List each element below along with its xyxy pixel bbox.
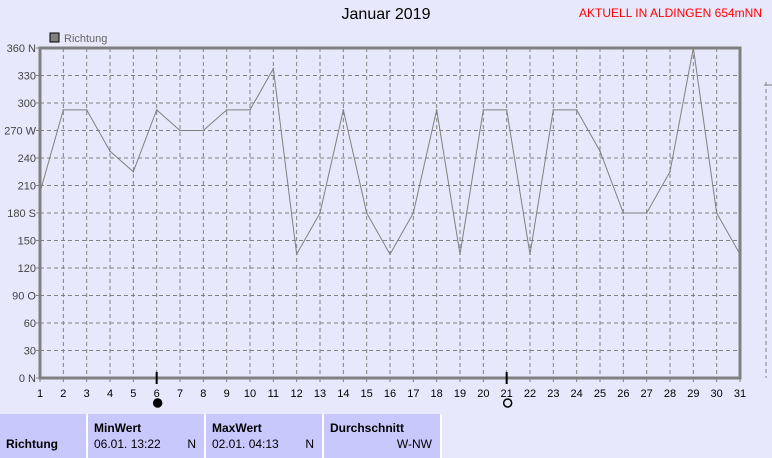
data-point	[622, 212, 625, 214]
y-tick-label: 300	[18, 98, 36, 110]
legend-label: Richtung	[64, 33, 107, 45]
min-value: N	[187, 437, 196, 451]
data-point	[505, 109, 508, 111]
y-tick-label: 90 O	[12, 291, 36, 303]
x-tick-label: 26	[617, 388, 629, 400]
data-point	[295, 253, 298, 256]
avg-header: Durchschnitt	[330, 421, 405, 435]
data-point	[389, 253, 391, 256]
data-point	[459, 253, 461, 256]
x-tick-label: 3	[84, 388, 90, 400]
x-tick-label: 29	[687, 388, 699, 400]
data-point	[225, 109, 228, 111]
x-tick-label: 24	[571, 388, 583, 400]
y-tick-label: 30	[24, 346, 36, 358]
x-tick-label: 10	[244, 388, 256, 400]
data-point	[132, 170, 135, 173]
row-label: Richtung	[6, 437, 58, 451]
min-date: 06.01. 13:22	[94, 437, 161, 451]
chart-title: Januar 2019	[341, 6, 431, 23]
y-tick-label: 60	[24, 318, 36, 330]
data-point	[529, 253, 531, 256]
x-tick-label: 16	[384, 388, 396, 400]
x-tick-label: 23	[547, 388, 559, 400]
data-point	[552, 109, 555, 111]
data-point	[342, 109, 345, 111]
min-header: MinWert	[94, 421, 142, 435]
x-tick-label: 30	[711, 388, 723, 400]
x-tick-label: 27	[641, 388, 653, 400]
data-point	[319, 212, 321, 214]
x-tick-label: 4	[107, 388, 113, 400]
y-tick-label: 270 W	[4, 126, 36, 138]
data-point	[109, 150, 111, 152]
data-point	[715, 212, 718, 214]
data-point	[435, 109, 438, 111]
x-tick-label: 5	[130, 388, 136, 400]
max-date: 02.01. 04:13	[212, 437, 279, 451]
max-header: MaxWert	[212, 421, 262, 435]
plot-frame	[38, 46, 742, 380]
y-tick-label: 360 N	[7, 43, 36, 55]
data-point	[739, 253, 741, 256]
y-tick-label: 120	[18, 263, 36, 275]
avg-value: W-NW	[396, 437, 432, 451]
y-tick-label: 210	[18, 181, 36, 193]
y-tick-label: 240	[18, 153, 36, 165]
data-point	[39, 191, 41, 194]
max-cell: MaxWert 02.01. 04:13 N	[206, 414, 324, 458]
x-tick-label: 15	[361, 388, 373, 400]
station-label: AKTUELL IN ALDINGEN 654mNN	[579, 6, 762, 20]
data-point	[249, 109, 251, 111]
x-tick-label: 19	[454, 388, 466, 400]
x-tick-label: 13	[314, 388, 326, 400]
y-tick-label: 330	[18, 71, 36, 83]
data-point	[599, 150, 601, 152]
x-tick-label: 9	[224, 388, 230, 400]
data-point	[669, 170, 671, 173]
data-point	[482, 109, 485, 111]
data-point	[575, 109, 578, 111]
min-cell: MinWert 06.01. 13:22 N	[88, 414, 206, 458]
x-tick-label: 21	[501, 388, 513, 400]
data-point	[202, 129, 205, 132]
x-tick-label: 17	[407, 388, 419, 400]
x-tick-label: 1	[37, 388, 43, 400]
max-value: N	[305, 437, 314, 451]
x-tick-label: 12	[291, 388, 303, 400]
data-point	[179, 129, 181, 132]
y-tick-label: 0 N	[19, 373, 36, 385]
x-tick-label: 6	[154, 388, 160, 400]
data-point	[272, 67, 275, 70]
data-point	[155, 109, 158, 111]
x-tick-label: 8	[200, 388, 206, 400]
data-point	[412, 212, 415, 214]
new-moon-icon	[152, 398, 163, 408]
data-point	[365, 212, 368, 214]
avg-cell: Durchschnitt W-NW	[324, 414, 442, 458]
x-tick-label: 31	[734, 388, 746, 400]
x-tick-label: 18	[431, 388, 443, 400]
full-moon-icon	[502, 398, 513, 408]
data-point	[645, 212, 648, 214]
data-point	[692, 47, 695, 49]
x-tick-label: 25	[594, 388, 606, 400]
x-tick-label: 11	[268, 388, 279, 400]
x-tick-label: 22	[524, 388, 536, 400]
x-tick-label: 2	[60, 388, 66, 400]
x-tick-label: 28	[664, 388, 676, 400]
legend-swatch	[49, 32, 60, 43]
x-tick-label: 7	[177, 388, 183, 400]
y-tick-label: 180 S	[7, 208, 36, 220]
x-tick-label: 14	[337, 388, 349, 400]
data-point	[62, 109, 65, 111]
x-tick-label: 20	[477, 388, 489, 400]
y-tick-label: 150	[18, 236, 36, 248]
table-row-label-cell: Richtung	[0, 414, 88, 458]
data-point	[85, 109, 88, 111]
